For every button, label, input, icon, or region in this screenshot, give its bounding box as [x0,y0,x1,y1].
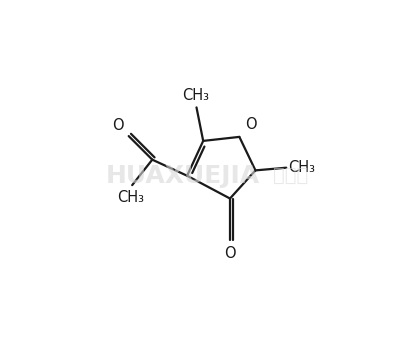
Text: CH₃: CH₃ [117,190,144,205]
Text: O: O [112,118,124,133]
Text: 化学加: 化学加 [273,166,308,185]
Text: O: O [224,246,236,261]
Text: HUAXUEJIA: HUAXUEJIA [106,164,260,188]
Text: CH₃: CH₃ [289,160,315,175]
Text: CH₃: CH₃ [182,88,209,103]
Text: O: O [245,117,257,132]
